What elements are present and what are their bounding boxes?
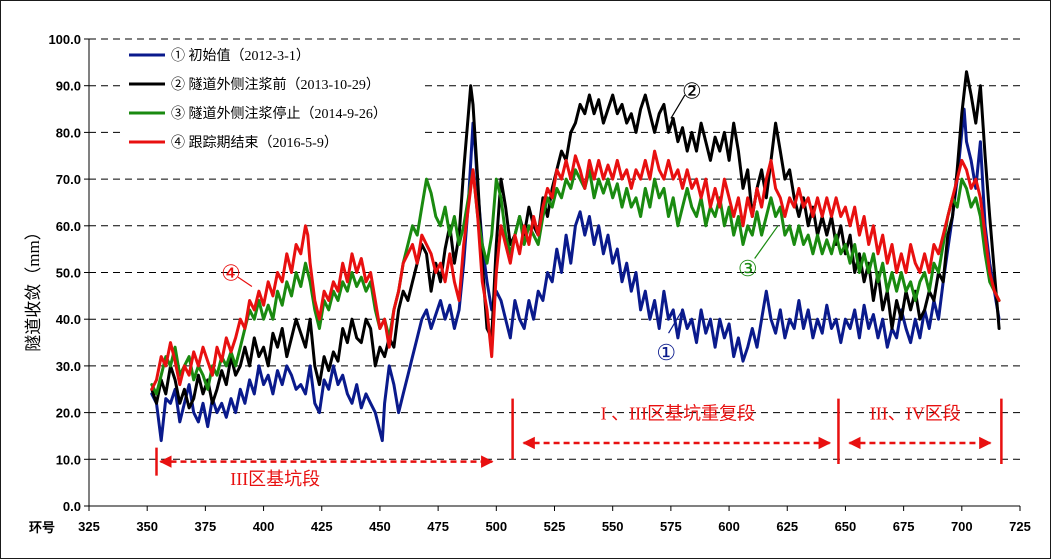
x-tick-label-5: 450 — [369, 519, 391, 534]
legend-box — [123, 44, 421, 160]
x-tick-label-10: 575 — [660, 519, 682, 534]
legend: ① 初始值（2012-3-1） ② 隧道外侧注浆前（2013-10-29） ③ 隧道… — [123, 44, 421, 160]
series-annotations: ① ② ③ ④ — [221, 78, 779, 365]
x-tick-label-3: 400 — [253, 519, 275, 534]
annotation-marker-2: ② — [682, 78, 702, 103]
series-line-4 — [150, 149, 1001, 391]
x-tick-label-14: 675 — [893, 519, 915, 534]
x-tick-label-12: 625 — [776, 519, 798, 534]
series-line-1 — [150, 107, 1001, 443]
y-tick-label-2: 20.0 — [56, 406, 81, 421]
legend-label-3: ③ 隧道外侧注浆停止（2014-9-26） — [171, 105, 387, 122]
legend-label-1: ① 初始值（2012-3-1） — [171, 47, 310, 64]
y-tick-label-3: 30.0 — [56, 359, 81, 374]
annotation-leader-4 — [237, 276, 253, 288]
y-tick-label-0: 0.0 — [63, 499, 81, 514]
annotation-marker-1: ① — [656, 340, 676, 365]
x-tick-label-11: 600 — [718, 519, 740, 534]
series-lines — [150, 70, 1001, 443]
y-tick-label-6: 60.0 — [56, 219, 81, 234]
x-tick-label-2: 375 — [195, 519, 217, 534]
y-axis-label: 隧道收敛（mm） — [24, 223, 43, 351]
x-axis-label: 环号 — [29, 520, 55, 535]
y-tick-label-10: 100.0 — [48, 32, 81, 47]
x-tick-label-13: 650 — [835, 519, 857, 534]
x-tick-label-7: 500 — [485, 519, 507, 534]
segment-label-1: III区基坑段 — [230, 469, 320, 489]
annotation-leader-3 — [754, 225, 779, 259]
x-tick-label-6: 475 — [427, 519, 449, 534]
y-tick-label-1: 10.0 — [56, 452, 81, 467]
x-tick-label-9: 550 — [602, 519, 624, 534]
legend-label-4: ④ 跟踪期结束（2016-5-9） — [171, 135, 338, 151]
x-tick-label-16: 725 — [1009, 519, 1031, 534]
y-tick-label-9: 90.0 — [56, 79, 81, 94]
annotation-marker-3: ③ — [738, 256, 758, 281]
x-tick-label-4: 425 — [311, 519, 333, 534]
annotation-leader-2 — [670, 94, 686, 119]
series-line-3 — [150, 168, 1001, 396]
segment-label-2: I 、III区基坑重复段 — [601, 404, 755, 424]
segment-annotations: III区基坑段 I 、III区基坑重复段 III、IV区段 — [155, 398, 1003, 489]
x-tick-label-15: 700 — [951, 519, 973, 534]
y-tick-label-8: 80.0 — [56, 125, 81, 140]
x-tick-labels: 325 350 375 400 425 450 475 500 525 550 575 600 625 6… — [78, 519, 1031, 534]
x-tick-label-0: 325 — [78, 519, 100, 534]
y-tick-label-4: 40.0 — [56, 312, 81, 327]
y-tick-labels: 0.0 10.0 20.0 30.0 40.0 50.0 60.0 70.0 80.0 90.0 1… — [48, 32, 81, 514]
axes — [84, 38, 1021, 511]
x-tick-label-1: 350 — [136, 519, 158, 534]
y-tick-label-5: 50.0 — [56, 266, 81, 281]
x-tick-label-8: 525 — [544, 519, 566, 534]
segment-label-3: III、IV区段 — [870, 404, 961, 424]
legend-label-2: ② 隧道外侧注浆前（2013-10-29） — [171, 76, 380, 93]
annotation-marker-4: ④ — [221, 261, 241, 286]
y-tick-label-7: 70.0 — [56, 172, 81, 187]
annotation-leader-1 — [668, 309, 684, 334]
